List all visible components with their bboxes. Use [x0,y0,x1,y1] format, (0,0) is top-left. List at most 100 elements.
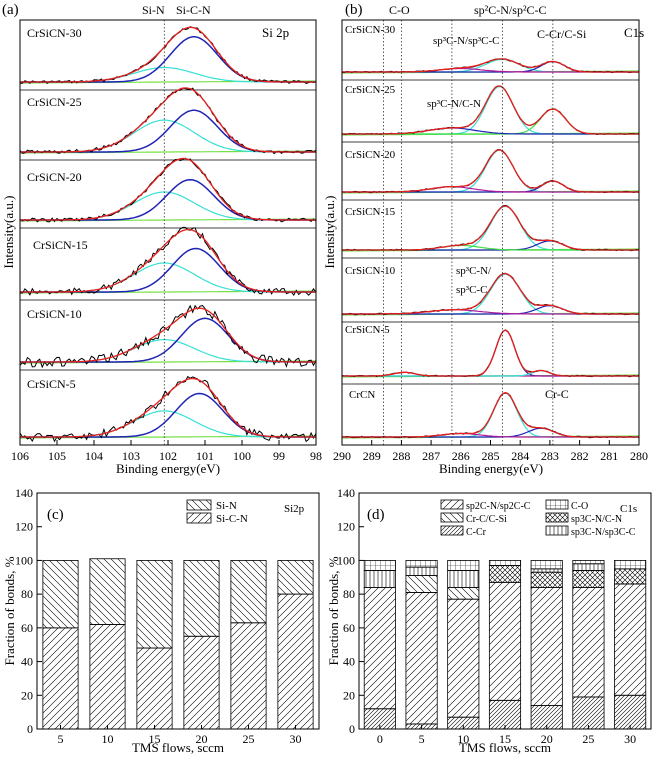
panel-d-axes: 0 5 10 15 20 25 30 0 20 40 60 80 100 120 140 [337,486,636,746]
panel-a-xlabel: Binding energy(eV) [116,461,220,476]
panel-d-ylabel: Fraction of bonds, % [326,556,341,665]
x-tick-label: 102 [159,449,177,463]
legend-label-c-o: C-O [571,501,588,512]
component-peak [20,178,316,221]
x-tick-label: 288 [392,449,410,463]
x-tick-label: 100 [233,449,251,463]
bar-segment [614,583,647,696]
fit-envelope [342,85,639,135]
legend-label-si-c-n: Si-C-N [216,513,248,525]
component-peak [20,392,316,438]
legend-label-c-cr: C-Cr [466,527,487,538]
panel-b-reference-lines [383,20,554,445]
x-tick-label: 99 [273,449,285,463]
raw-spectrum [19,304,317,369]
fit-envelope [342,58,639,73]
component-peak [342,108,639,135]
y-tick-label: 20 [343,688,355,702]
annot-sp3-cn-cn: sp³C-N/C-N [427,98,481,110]
x-tick-label: 282 [571,449,589,463]
x-tick-label: 0 [377,732,383,746]
y-tick-label: 120 [15,520,33,534]
panel-c-axes: 5 10 15 20 25 30 0 20 40 60 80 100 120 140 [15,486,302,746]
annot-c-cr-c-si: C-Cr/C-Si [537,27,587,41]
raw-spectrum [19,375,317,443]
bar-segment [488,581,522,701]
bar-segment [405,592,438,725]
x-tick-label: 290 [333,449,351,463]
y-tick-label: 60 [21,621,33,635]
panel-c-xlabel: TMS flows, sccm [132,740,224,755]
component-peak [20,262,316,293]
sample-label: CrSiCN-20 [27,170,82,184]
bar-segment [183,635,220,730]
y-tick-label: 0 [349,722,355,736]
component-peak [20,109,316,153]
panel-b-separators [342,79,639,385]
y-tick-label: 140 [337,486,355,500]
raw-spectrum [19,226,317,297]
peak-label-si-n: Si-N [142,3,165,17]
fit-envelope [342,391,639,438]
legend-swatch-si-n [186,499,212,511]
panel-d-title: C1s [620,503,637,515]
raw-spectrum [341,329,640,378]
x-tick-label: 285 [482,449,500,463]
panel-a-separators [20,89,316,371]
panel-c-label: (c) [47,507,64,523]
legend-swatch-c-o [545,499,569,510]
x-tick-label: 25 [582,732,594,746]
annot-sp3-line1: sp³C-N/ [456,265,492,277]
y-tick-label: 80 [21,587,33,601]
bar-segment [530,587,563,706]
legend-label-cr-c-si: Cr-C/C-Si [466,514,507,525]
annot-c-o: C-O [389,3,410,17]
sample-label: CrSiCN-10 [345,265,396,277]
component-peak [20,247,316,293]
sample-label: CrSiCN-10 [27,307,82,321]
y-tick-label: 0 [27,722,33,736]
panel-a-si2p: (a) Si 2p Si-N Si-C-N CrSiCN-30 CrSiCN-2… [1,2,322,476]
panel-d-label: (d) [367,507,385,523]
bar-segment [405,560,438,568]
bar-segment [363,587,396,710]
panel-c-legend: Si-N Si-C-N [186,499,248,525]
bar-segment [572,560,605,565]
bar-segment [42,560,79,629]
x-tick-label: 5 [419,732,425,746]
x-tick-label: 106 [11,449,29,463]
annot-sp3-cn-sp3-cc: sp³C-N/sp³C-C [433,35,500,47]
panel-a-spectra [19,26,317,443]
panel-b-spectra [341,58,640,439]
raw-spectrum [19,157,317,223]
y-tick-label: 100 [337,553,355,567]
bar-segment [488,560,522,566]
bar-segment [530,568,563,573]
bar-segment [363,560,396,571]
annot-sp3-line2: sp³C-C [456,284,487,296]
annot-sp2: sp²C-N/sp²C-C [474,3,547,17]
y-tick-label: 120 [337,520,355,534]
panel-d-bars [363,560,647,730]
x-tick-label: 5 [58,732,64,746]
y-tick-label: 140 [15,486,33,500]
fit-envelope [20,228,316,293]
x-tick-label: 289 [363,449,381,463]
annot-cr-c: Cr-C [545,387,569,401]
bar-segment [183,560,220,637]
x-tick-label: 30 [290,732,302,746]
sample-label: CrCN [349,389,375,401]
bar-segment [277,560,314,595]
component-peak [20,339,316,363]
fit-envelope [342,149,639,193]
bar-segment [530,560,563,570]
bar-segment [42,627,79,730]
sample-label: CrSiCN-25 [345,84,396,96]
fit-envelope [342,205,639,251]
panel-b-x-axis: 290 289 288 287 286 285 284 283 282 281 280 [333,440,648,463]
x-tick-label: 287 [422,449,440,463]
bar-segment [572,570,605,588]
bar-segment [614,694,647,730]
legend-swatch-sp3-cn-cn [545,512,569,523]
